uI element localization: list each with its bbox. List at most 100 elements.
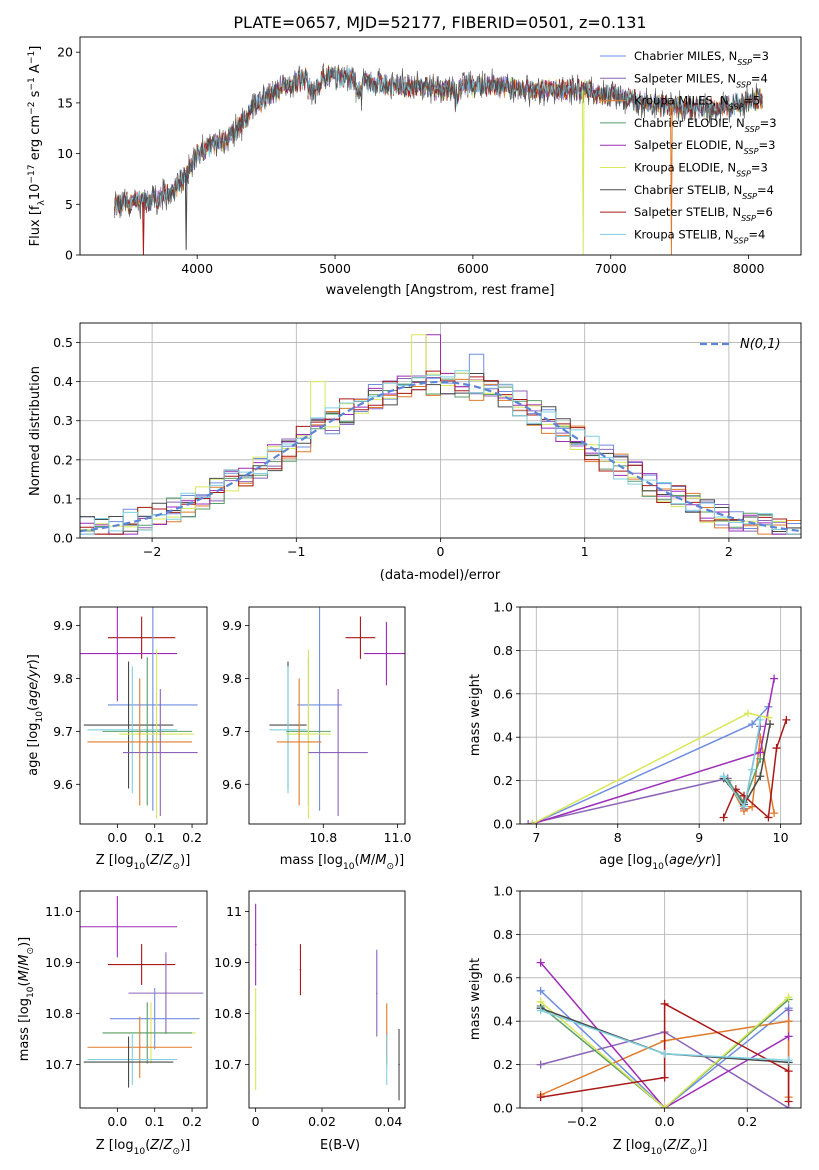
text-part: Kroupa MILES, N <box>634 94 729 108</box>
y-axis-label: mass weight <box>468 674 483 756</box>
y-tick-label: 0.5 <box>53 335 73 350</box>
y-axis-label: Normed distribution <box>28 366 43 496</box>
x-tick-label: −0.2 <box>567 1114 597 1129</box>
text-part: 10 <box>134 1147 146 1157</box>
weight-marker <box>536 1060 545 1069</box>
y-tick-label: 9.8 <box>53 671 73 686</box>
y-tick-label: 1.0 <box>493 600 513 615</box>
text-part: )] <box>711 853 721 868</box>
y-tick-label: 0.8 <box>493 927 513 942</box>
data-point <box>155 733 158 735</box>
y-tick-label: 10.8 <box>214 1006 242 1021</box>
weight-marker <box>764 713 773 722</box>
data-point <box>153 1017 156 1020</box>
text-part: ( <box>662 1138 667 1153</box>
y-tick-label: 10.8 <box>45 1006 73 1021</box>
chart-mass_vs_ebv: 0 0.02 0.04 10.7 10.8 10.9 11 E(B-V) <box>214 890 406 1153</box>
text-part: SSP <box>742 191 757 200</box>
data-point <box>298 741 300 743</box>
chart-weight_vs_Z: −0.2 0.0 0.20.00.20.40.60.81.0Z [log10(Z/Z… <box>468 884 802 1157</box>
text-part: ( <box>664 853 669 868</box>
y-tick-label: 9.6 <box>222 777 242 792</box>
axes-frame <box>79 606 208 825</box>
data-point <box>116 652 119 655</box>
text-part: Kroupa ELODIE, N <box>634 161 736 175</box>
x-tick-label: 9 <box>695 830 703 845</box>
x-tick-label: 0.1 <box>145 830 165 845</box>
y-tick-label: 0.4 <box>53 374 73 389</box>
weight-marker <box>770 674 779 683</box>
y-tick-label: 1.0 <box>493 884 513 899</box>
y-tick-label: 0.1 <box>53 491 73 506</box>
text-part: 10 <box>134 862 146 872</box>
data-point <box>138 1046 141 1049</box>
text-part: SSP <box>736 80 751 89</box>
weight-marker <box>756 715 765 724</box>
data-point <box>254 1038 257 1040</box>
text-part: SSP <box>734 236 749 245</box>
axes-frame <box>79 322 802 539</box>
text-part: SSP <box>745 124 760 133</box>
text-part: )] <box>26 654 41 664</box>
text-part: 10 <box>651 1147 663 1157</box>
weight-marker <box>756 772 765 781</box>
text-part: SSP <box>729 102 744 111</box>
legend-label: Chabrier MILES, NSSP=3 <box>634 49 769 67</box>
weight-marker <box>748 720 757 729</box>
text-part: mass [log <box>280 853 343 868</box>
text-part: / <box>17 965 32 970</box>
text-part: −2 <box>27 102 37 115</box>
plot-area <box>269 607 405 819</box>
x-tick-label: 0.2 <box>182 1114 202 1129</box>
gaussian-curve <box>80 380 801 533</box>
y-tick-label: 11.0 <box>45 904 73 919</box>
text-part: Salpeter MILES, N <box>634 71 736 85</box>
text-part: Z [log <box>613 1138 651 1153</box>
text-part: 10 <box>26 986 36 998</box>
text-part: ( <box>17 981 32 986</box>
x-axis-label: E(B-V) <box>320 1138 360 1153</box>
plot-area <box>80 323 801 538</box>
text-part: Chabrier ELODIE, N <box>634 116 745 130</box>
y-tick-label: 0.4 <box>493 730 513 745</box>
x-tick-label: 2 <box>725 544 733 559</box>
text-part: / <box>159 853 164 868</box>
plot-area <box>114 63 763 255</box>
x-tick-label: 0.0 <box>655 1114 675 1129</box>
spectrum-dip <box>581 90 585 255</box>
text-part: Flux [f <box>28 205 43 246</box>
data-point <box>287 728 289 731</box>
weight-marker <box>536 1093 545 1102</box>
data-point <box>140 963 143 966</box>
x-tick-label: 0.1 <box>145 1114 165 1129</box>
data-point <box>138 741 141 743</box>
text-part: Z <box>163 853 174 868</box>
weight-marker <box>770 809 779 818</box>
weight-marker <box>660 1073 669 1082</box>
text-part: −1 <box>27 51 37 64</box>
text-part: ⊙ <box>386 862 394 872</box>
y-tick-label: 0 <box>65 248 73 263</box>
text-part: ( <box>145 1138 150 1153</box>
legend-label: Kroupa MILES, NSSP=5 <box>634 94 760 112</box>
data-point <box>116 925 119 928</box>
text-part: s <box>28 90 43 101</box>
text-part: 10 <box>28 184 43 201</box>
y-tick-label: 10.9 <box>45 955 73 970</box>
data-point <box>127 1061 130 1063</box>
weight-line-8 <box>722 719 762 809</box>
weight-marker <box>524 820 533 824</box>
text-part: age/yr <box>669 853 712 868</box>
x-tick-label: 0.0 <box>107 1114 127 1129</box>
text-part: −1 <box>27 77 37 90</box>
x-tick-label: −1 <box>287 544 305 559</box>
plot-area <box>520 607 801 824</box>
data-point <box>146 730 149 733</box>
text-part: / <box>371 853 376 868</box>
text-part: ⊙ <box>26 947 36 955</box>
text-part: / <box>159 1138 164 1153</box>
text-part: Salpeter STELIB, N <box>634 205 741 219</box>
plot-area <box>254 903 400 1101</box>
